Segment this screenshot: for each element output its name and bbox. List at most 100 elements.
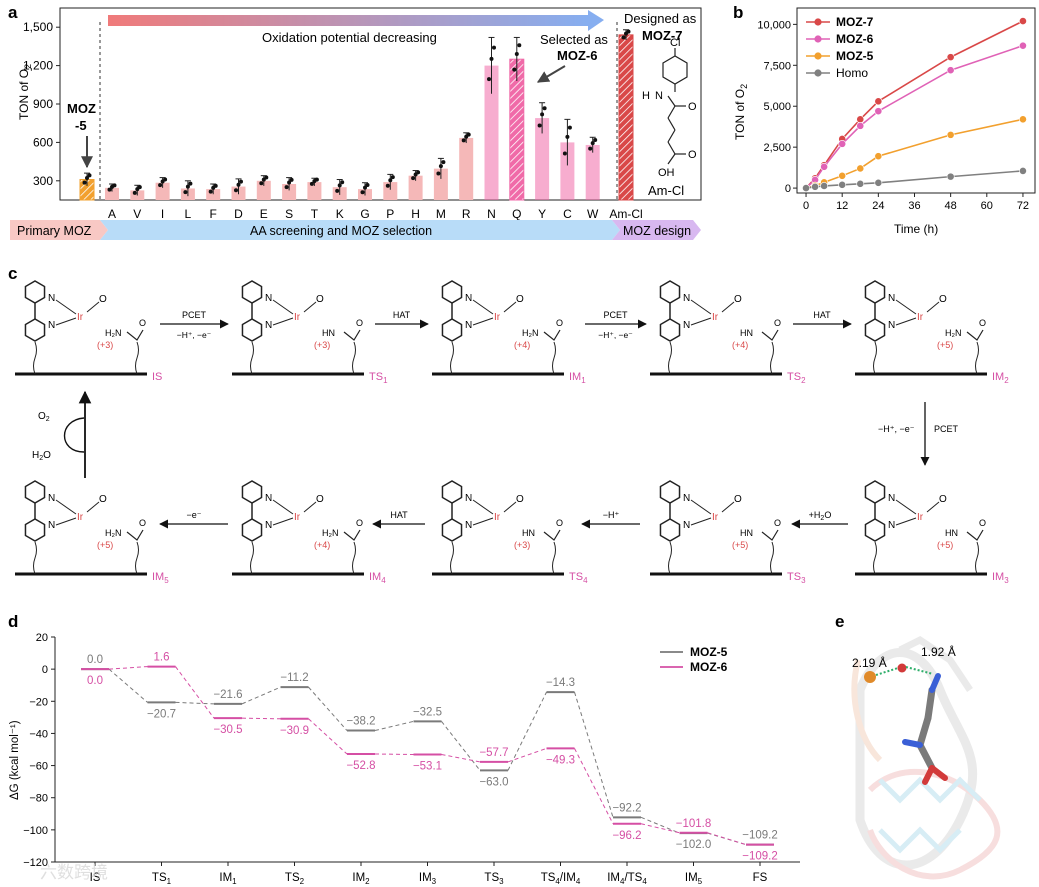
c-bond	[690, 317, 712, 326]
a-datapoint	[137, 185, 142, 190]
b-ytick-label: 7,500	[763, 60, 791, 72]
c-atom-o: O	[734, 494, 742, 505]
c-atom-ir: Ir	[77, 512, 84, 523]
a-bar	[307, 182, 322, 200]
d-legend-label: MOZ-5	[690, 645, 728, 659]
cycle-h2o-label: H2O	[32, 450, 51, 462]
d-connector	[241, 686, 281, 705]
b-series-point	[874, 97, 883, 106]
b-series-point	[1019, 17, 1027, 25]
c-bond	[86, 301, 100, 313]
c-oxidation-state: (+4)	[314, 540, 330, 550]
c-linker	[668, 341, 672, 375]
oxidation-arrow-head	[588, 10, 604, 31]
c-atom-n: N	[48, 293, 55, 304]
a-bar	[560, 142, 575, 200]
c-linker	[975, 541, 979, 575]
a-datapoint	[416, 170, 421, 175]
a-datapoint	[85, 175, 89, 180]
d-value-label: −101.8	[676, 818, 712, 830]
c-atom-o: O	[734, 294, 742, 305]
c-atom-o: O	[139, 518, 146, 528]
b-ytick-label: 0	[785, 183, 791, 195]
a-datapoint	[588, 146, 593, 151]
a-datapoint	[489, 56, 494, 61]
distance-label-1: 2.19 Å	[852, 655, 887, 670]
panel-b-xlabel: Time (h)	[894, 222, 938, 236]
d-connector	[175, 701, 215, 705]
a-datapoint	[259, 181, 264, 186]
a-datapoint	[593, 138, 598, 143]
c-state-label: TS1	[369, 371, 388, 385]
d-value-label: −14.3	[546, 677, 575, 689]
c-state-label: IM1	[569, 371, 586, 385]
c-atom-ir: Ir	[494, 512, 501, 523]
b-ytick-label: 10,000	[757, 19, 791, 31]
am-cl-atom-h: H	[642, 90, 650, 102]
c-linker	[250, 341, 254, 375]
c-atom-n: N	[465, 493, 472, 504]
c-pyridine-ring	[24, 280, 46, 304]
b-xtick-label: 36	[908, 200, 920, 212]
d-connector	[507, 691, 547, 771]
panel-a-bar-chart: TON of O2 300 600 900 1,200 1,500 A V I L F D E S T K…	[10, 7, 702, 240]
c-amide-nh: HN	[740, 528, 753, 538]
c-bond	[55, 317, 77, 326]
d-value-label: −11.2	[280, 672, 308, 684]
b-series-point	[874, 107, 883, 116]
a-xtick-label: E	[260, 207, 268, 221]
c-atom-n: N	[48, 520, 55, 531]
d-value-label: −96.2	[612, 830, 641, 842]
a-datapoint	[411, 176, 416, 181]
c-atom-n: N	[683, 520, 690, 531]
d-value-label: −30.5	[213, 724, 242, 736]
a-xtick-label: W	[587, 207, 599, 221]
moz5-annotation-line2: -5	[75, 118, 87, 133]
a-datapoint	[562, 151, 567, 156]
c-amide-nh: H₂N	[105, 528, 122, 538]
d-value-label: −109.2	[742, 851, 778, 863]
d-value-label: −92.2	[612, 802, 641, 814]
a-bar	[618, 34, 634, 201]
c-oxidation-state: (+4)	[732, 340, 748, 350]
a-datapoint	[466, 132, 471, 137]
c-oxidation-state: (+3)	[97, 340, 113, 350]
d-connector	[108, 666, 148, 670]
b-series-point	[856, 115, 865, 124]
d-value-label: 0.0	[87, 675, 103, 687]
cycle-o2-label: O2	[38, 411, 50, 423]
c-state-9: N N Ir (+5) O H₂N O IM5	[15, 480, 169, 585]
c-atom-o: O	[979, 318, 986, 328]
d-connector	[441, 753, 481, 763]
c-atom-o: O	[139, 318, 146, 328]
c-atom-o: O	[979, 518, 986, 528]
a-ytick-label: 300	[33, 174, 53, 188]
b-series-point	[820, 162, 829, 171]
a-datapoint	[112, 183, 117, 188]
a-xtick-label: P	[386, 207, 394, 221]
c-bond	[55, 499, 77, 515]
a-datapoint	[208, 189, 213, 194]
c-linker	[450, 341, 454, 375]
c-pyridine-ring	[441, 280, 463, 304]
am-cl-atom-oh: OH	[658, 167, 675, 179]
a-datapoint	[567, 125, 572, 130]
c-oxidation-state: (+5)	[937, 540, 953, 550]
c-amide-bond	[966, 529, 984, 541]
c-oxidation-state: (+5)	[97, 540, 113, 550]
c-linker	[33, 541, 37, 575]
c-step-note: −H⁺, −e⁻	[598, 330, 633, 340]
b-xtick-label: 12	[836, 200, 848, 212]
b-series-point	[1019, 41, 1027, 50]
c-atom-ir: Ir	[917, 512, 924, 523]
c-state-label: IS	[152, 371, 162, 383]
d-ytick-label: −100	[23, 825, 48, 837]
b-xtick-label: 0	[803, 200, 809, 212]
panel-label-c: c	[8, 264, 17, 283]
c-linker	[975, 341, 979, 375]
selected-annotation-line1: Selected as	[540, 32, 608, 47]
c-atom-n: N	[888, 320, 895, 331]
c-pyridine-ring	[659, 480, 681, 504]
a-datapoint	[621, 35, 626, 40]
c-amide-bond	[543, 329, 561, 341]
